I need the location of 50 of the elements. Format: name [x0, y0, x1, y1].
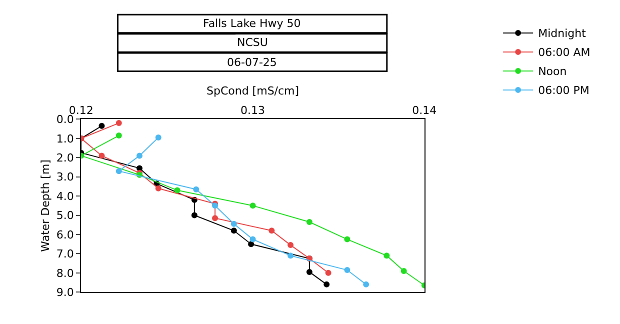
point: [268, 228, 275, 234]
point: [288, 252, 294, 259]
point: [400, 268, 407, 274]
point: [344, 236, 350, 242]
legend-label: Midnight: [538, 27, 587, 40]
y-tick-label: 1.0: [56, 132, 74, 146]
point: [155, 134, 162, 140]
y-tick-label: 4.0: [56, 190, 74, 203]
point: [116, 132, 122, 139]
point: [116, 168, 122, 174]
point: [344, 267, 350, 274]
legend-label: Noon: [538, 65, 567, 78]
y-tick-label: 8.0: [56, 266, 74, 280]
y-tick-label: 5.0: [56, 209, 74, 222]
y-axis-title: Water Depth [m]: [39, 160, 52, 252]
x-tick-label: 0.13: [240, 104, 266, 117]
legend-label: 06:00 AM: [538, 46, 590, 60]
y-tick-label: 6.0: [56, 228, 74, 242]
y-tick-label: 3.0: [56, 170, 74, 184]
y-tick-label: 9.0: [56, 286, 74, 299]
point: [136, 152, 142, 159]
point: [230, 220, 237, 227]
point: [306, 268, 312, 275]
chart-title: Falls Lake Hwy 50: [203, 17, 301, 30]
text: 06-07-25: [227, 56, 277, 69]
point: [248, 241, 254, 248]
point: [98, 152, 105, 159]
point: [288, 242, 294, 248]
point: [306, 218, 312, 225]
x-tick-label: 0.14: [412, 104, 437, 117]
chart-subtitle: NCSU: [237, 36, 268, 49]
point: [250, 236, 256, 242]
point: [212, 215, 218, 222]
point: [191, 212, 198, 218]
point: [230, 228, 237, 234]
y-tick-label: 2.0: [56, 151, 74, 164]
point: [250, 202, 256, 209]
y-tick-label: 7.0: [56, 248, 74, 261]
point: [193, 186, 200, 192]
point: [324, 281, 330, 288]
point: [325, 270, 332, 276]
point: [116, 120, 122, 126]
legend-label: 06:00 PM: [538, 84, 590, 98]
point: [384, 252, 390, 259]
x-axis-title: SpCond [mS/cm]: [206, 84, 300, 98]
y-tick-label: 0.0: [56, 113, 74, 126]
point: [98, 122, 105, 129]
point: [363, 281, 370, 288]
point: [155, 185, 162, 192]
point: [174, 187, 180, 194]
